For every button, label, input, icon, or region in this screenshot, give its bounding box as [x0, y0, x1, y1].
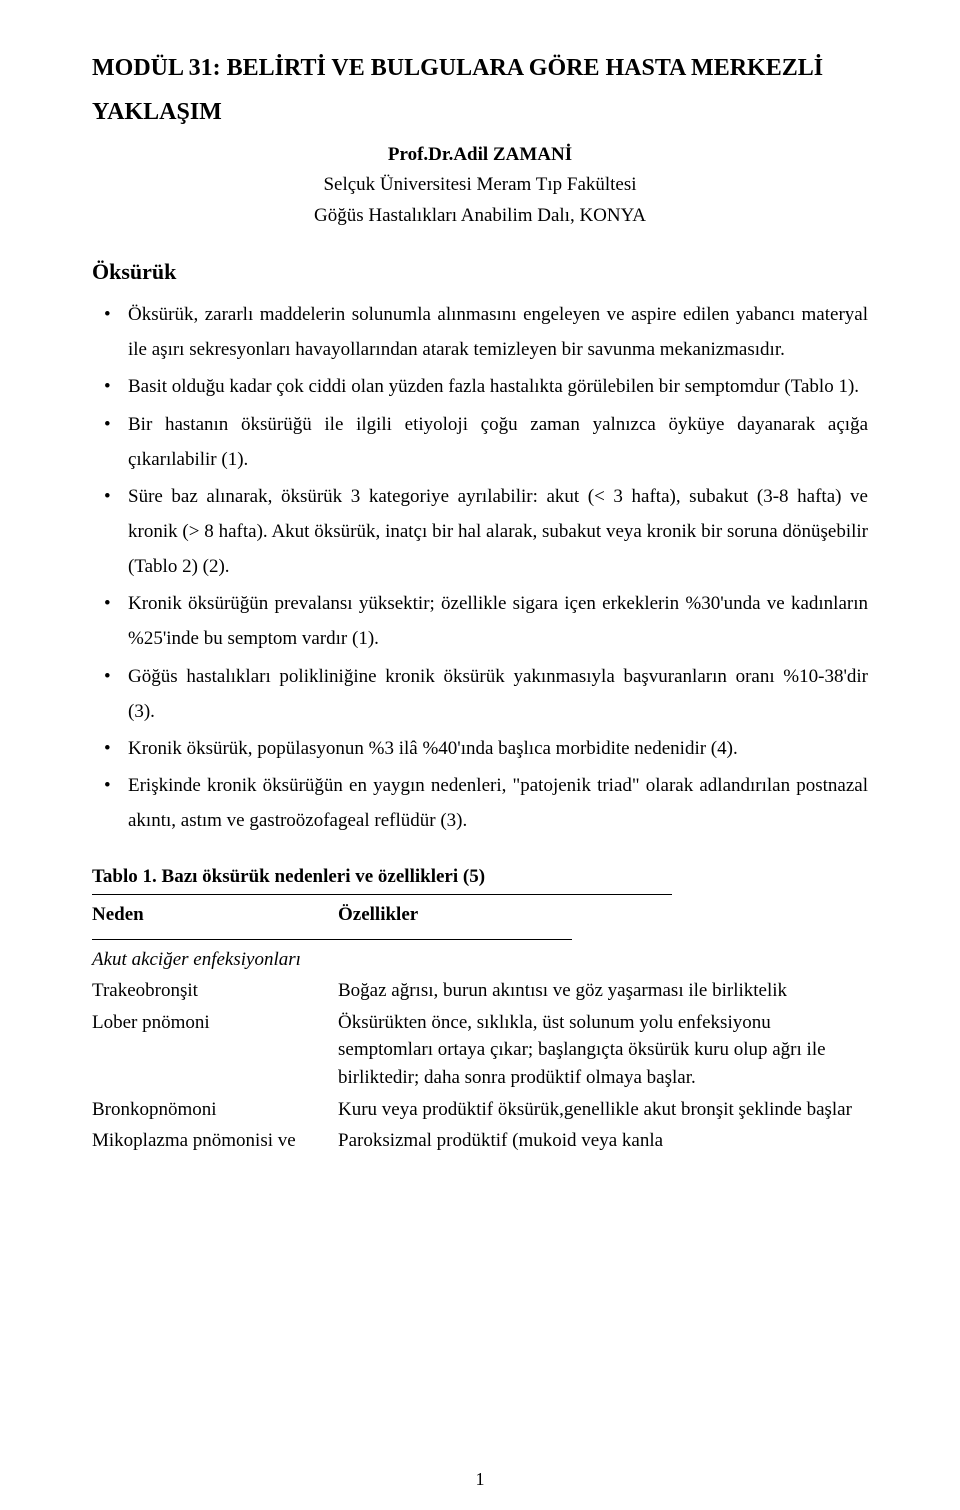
author-name: Prof.Dr.Adil ZAMANİ — [92, 140, 868, 170]
list-item: Göğüs hastalıkları polikliniğine kronik … — [92, 659, 868, 729]
causes-table: Neden Özellikler Akut akciğer enfeksiyon… — [92, 901, 868, 1158]
author-block: Prof.Dr.Adil ZAMANİ Selçuk Üniversitesi … — [92, 140, 868, 231]
bullet-list: Öksürük, zararlı maddelerin solunumla al… — [92, 297, 868, 838]
table-row: Mikoplazma pnömonisi ve Paroksizmal prod… — [92, 1127, 868, 1159]
cause-cell: Lober pnömoni — [92, 1009, 338, 1096]
group-header: Akut akciğer enfeksiyonları — [92, 946, 868, 978]
cause-cell: Mikoplazma pnömonisi ve — [92, 1127, 338, 1159]
table-row: Lober pnömoni Öksürükten önce, sıklıkla,… — [92, 1009, 868, 1096]
table-group-row: Akut akciğer enfeksiyonları — [92, 946, 868, 978]
affiliation-1: Selçuk Üniversitesi Meram Tıp Fakültesi — [92, 170, 868, 200]
section-heading: Öksürük — [92, 259, 868, 285]
list-item: Bir hastanın öksürüğü ile ilgili etiyolo… — [92, 407, 868, 477]
cause-cell: Trakeobronşit — [92, 977, 338, 1009]
table-rule-mid — [92, 939, 572, 940]
list-item: Kronik öksürüğün prevalansı yüksektir; ö… — [92, 586, 868, 656]
list-item: Basit olduğu kadar çok ciddi olan yüzden… — [92, 369, 868, 404]
col-header-2: Özellikler — [338, 901, 868, 933]
table-row: Trakeobronşit Boğaz ağrısı, burun akıntı… — [92, 977, 868, 1009]
affiliation-2: Göğüs Hastalıkları Anabilim Dalı, KONYA — [92, 201, 868, 231]
list-item: Süre baz alınarak, öksürük 3 kategoriye … — [92, 479, 868, 584]
list-item: Kronik öksürük, popülasyonun %3 ilâ %40'… — [92, 731, 868, 766]
table-rule-top — [92, 894, 672, 895]
feature-cell: Öksürükten önce, sıklıkla, üst solunum y… — [338, 1009, 868, 1096]
feature-cell: Boğaz ağrısı, burun akıntısı ve göz yaşa… — [338, 977, 868, 1009]
col-header-1: Neden — [92, 901, 338, 933]
feature-cell: Kuru veya prodüktif öksürük,genellikle a… — [338, 1096, 868, 1128]
feature-cell: Paroksizmal prodüktif (mukoid veya kanla — [338, 1127, 868, 1159]
table-rule-row — [92, 933, 868, 946]
table-row: Bronkopnömoni Kuru veya prodüktif öksürü… — [92, 1096, 868, 1128]
page-number: 1 — [0, 1469, 960, 1490]
module-title-l1: MODÜL 31: BELİRTİ VE BULGULARA GÖRE HAST… — [92, 50, 868, 86]
module-title-l2: YAKLAŞIM — [92, 94, 868, 130]
cause-cell: Bronkopnömoni — [92, 1096, 338, 1128]
list-item: Öksürük, zararlı maddelerin solunumla al… — [92, 297, 868, 367]
list-item: Erişkinde kronik öksürüğün en yaygın ned… — [92, 768, 868, 838]
table-header-row: Neden Özellikler — [92, 901, 868, 933]
table-title: Tablo 1. Bazı öksürük nedenleri ve özell… — [92, 866, 868, 888]
